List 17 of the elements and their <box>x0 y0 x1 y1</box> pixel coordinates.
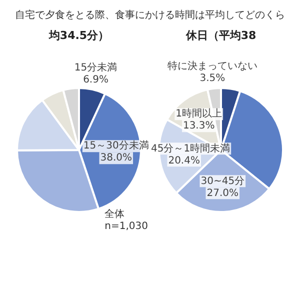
slice-label: 15分未満 <box>74 61 118 74</box>
text: 全体 <box>104 208 126 221</box>
chart-title: 休日（平均38 <box>184 28 258 44</box>
data-label: 27.0% <box>206 188 239 199</box>
chart-title: 自宅で夕食をとる際、食事にかける時間は平均してどのくら <box>14 8 286 22</box>
data-label: 3.5% <box>200 73 226 84</box>
slice-label: 30~45分 <box>200 174 245 187</box>
slice-label: 15～30分未満 <box>83 140 149 152</box>
text: n=1,030 <box>104 221 148 232</box>
data-label: 6.9% <box>83 74 108 86</box>
data-label: 20.4% <box>168 155 200 166</box>
data-label: 13.3% <box>182 120 215 132</box>
chart-subtitle: 均34.5分） <box>48 28 110 44</box>
slice-label: 特に決まっていない <box>167 60 258 72</box>
slice-label: 45分～1時間未満 <box>150 142 230 154</box>
slice-label: 1時間以上 <box>176 108 222 120</box>
data-label: 38.0% <box>100 152 132 164</box>
